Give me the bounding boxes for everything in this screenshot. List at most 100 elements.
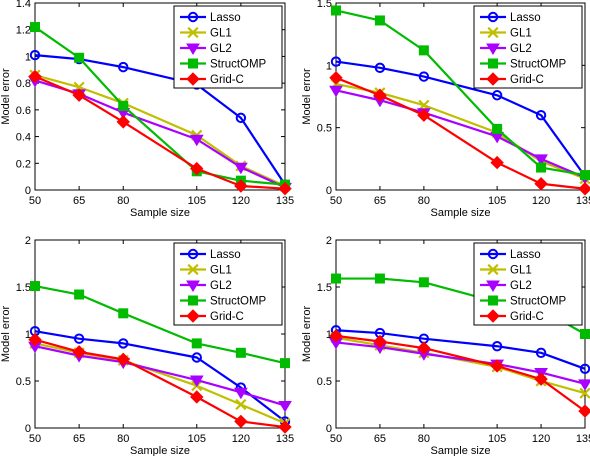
chart-panel-2: 50 65 80 105 120 135 0 0.5 1 1.5 Sample size Model … [301,0,590,219]
y-tick-label: 1 [326,329,332,341]
x-tick-label: 50 [29,433,41,445]
series-line [34,338,286,429]
data-point [72,88,86,102]
data-point [72,345,86,359]
legend-marker [186,309,200,323]
legend-marker [487,26,499,39]
series-line [34,74,286,187]
legend-marker [187,263,199,276]
data-point [534,154,548,166]
data-point [490,155,504,170]
data-point [116,352,130,367]
series-line [34,75,286,190]
legend-marker [186,43,200,55]
legend-marker [188,295,198,306]
legend-marker [187,26,199,39]
data-point [534,372,548,386]
legend-marker [186,280,200,292]
data-point [189,375,204,388]
legend-label: StructOMP [510,296,567,308]
legend: Lasso GL1 GL2 StructOMP Grid-C [473,242,583,326]
legend-marker [488,295,498,306]
x-tick-label: 65 [374,433,386,445]
series-line [335,60,586,177]
chart-panel-3: 50 65 80 105 120 135 0 0.5 1 1.5 2 Sample size Model… [0,235,294,456]
data-point [28,69,42,84]
y-tick-label: 1.5 [16,282,31,294]
legend-label: GL1 [210,28,232,40]
data-point [374,273,385,284]
chart-panel-4: 50 65 80 105 120 135 0 0.5 1 1.5 2 Sample size Model… [301,235,590,456]
x-tick-label: 50 [330,433,342,445]
series-line [34,342,286,425]
data-point [418,71,430,82]
data-point [417,341,431,355]
series-grid-c [28,69,292,196]
data-point [280,358,290,369]
data-point [234,414,248,429]
data-point [579,387,590,399]
y-tick-label: 1 [326,60,332,72]
legend-label: Lasso [510,249,541,261]
legend-marker [486,72,500,86]
data-point [118,308,129,319]
series-line [335,334,586,412]
x-tick-label: 135 [576,433,590,445]
data-point [189,134,204,147]
legend-label: Grid-C [510,74,544,86]
data-point [331,273,341,284]
y-tick-label: 1.4 [16,0,31,10]
series-line [335,89,586,179]
data-point [118,338,129,349]
x-tick-label: 120 [532,433,550,445]
legend-label: GL2 [210,280,232,292]
data-point [330,56,342,67]
data-point [418,45,429,56]
data-point [329,329,343,343]
x-tick-label: 135 [576,195,590,207]
data-point [373,334,387,349]
series-lasso [330,325,590,374]
data-point [30,281,40,292]
data-point [535,347,547,358]
legend-label: Grid-C [510,311,544,323]
legend-marker [186,72,200,86]
legend-label: GL1 [510,265,532,277]
y-tick-label: 0.4 [16,132,31,144]
x-tick-label: 50 [330,195,342,207]
chart-panel-1: 50 65 80 105 120 135 0 0.2 0.4 0.6 0.8 1 1.2 1.4 Sampl… [0,0,294,219]
series-structomp [30,281,290,369]
data-point [278,181,292,196]
legend-label: StructOMP [210,59,267,71]
data-point [374,62,386,74]
legend: Lasso GL1 GL2 StructOMP Grid-C [173,242,283,326]
legend-marker [487,11,499,23]
x-tick-label: 80 [418,433,430,445]
legend-label: GL2 [510,280,532,292]
data-point [190,390,204,404]
y-tick-label: 0.5 [317,123,332,135]
data-point [191,352,202,363]
y-axis-label: Model error [0,306,12,363]
series-line [34,345,286,407]
data-point [191,338,202,349]
legend-marker [187,11,199,23]
x-axis-label: Sample size [431,445,491,456]
y-tick-label: 0 [326,423,332,435]
data-point [579,363,590,374]
y-tick-label: 0 [25,423,31,435]
data-point [29,49,41,61]
x-tick-label: 105 [188,195,206,207]
y-tick-label: 1.5 [317,0,332,10]
legend-marker [486,280,500,292]
data-point [278,400,292,413]
data-point [278,420,292,434]
data-point [536,162,547,173]
x-tick-label: 65 [73,433,85,445]
legend-label: GL2 [510,43,532,55]
series-line [335,9,586,177]
legend-label: StructOMP [210,296,267,308]
data-point [418,277,429,288]
series-lasso [330,56,590,182]
